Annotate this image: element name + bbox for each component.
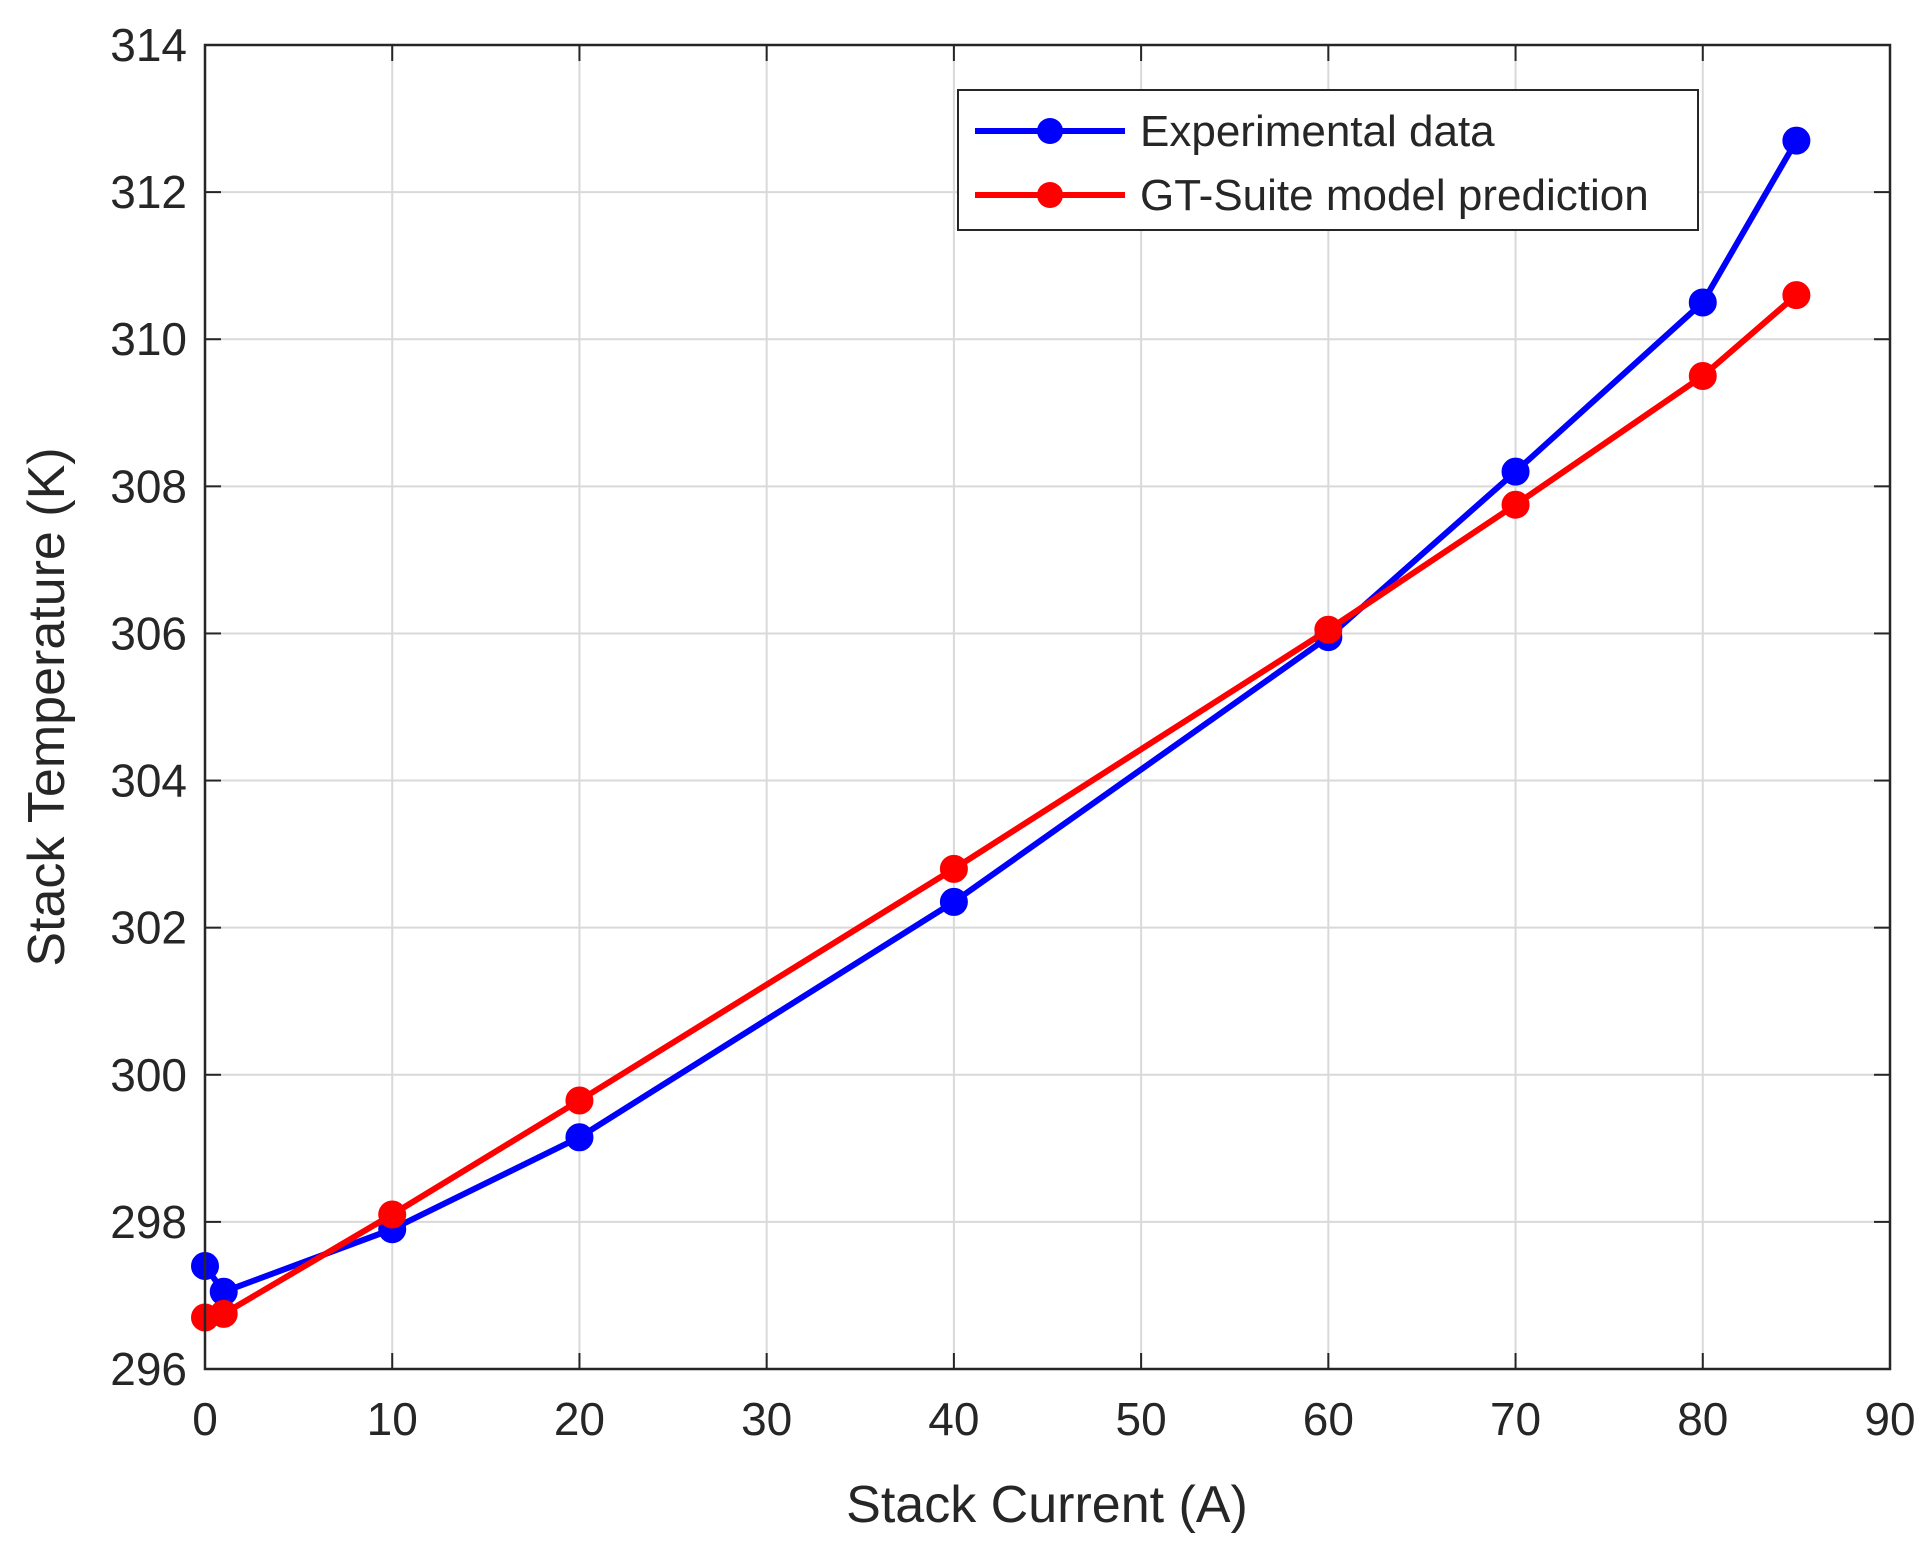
x-tick-label: 60: [1303, 1393, 1354, 1445]
x-tick-label: 20: [554, 1393, 605, 1445]
y-tick-label: 310: [110, 313, 187, 365]
y-tick-label: 306: [110, 607, 187, 659]
tick-marks: [204, 44, 1891, 1370]
y-tick-label: 304: [110, 755, 187, 807]
x-tick-label: 50: [1116, 1393, 1167, 1445]
x-tick-label: 90: [1864, 1393, 1915, 1445]
series-1-point: [1501, 490, 1530, 519]
legend-label-1: GT-Suite model prediction: [1140, 171, 1649, 220]
series-0-point: [565, 1123, 594, 1152]
legend-box: [957, 89, 1699, 231]
legend-label-0: Experimental data: [1140, 107, 1495, 156]
legend-marker-1: [1037, 182, 1063, 208]
series-1-point: [209, 1299, 238, 1328]
y-tick-label: 296: [110, 1343, 187, 1395]
series-1-point: [1782, 281, 1811, 310]
series-0-point: [1782, 126, 1811, 155]
y-tick-label: 308: [110, 460, 187, 512]
series-1-point: [1314, 615, 1343, 644]
grid-lines: [205, 45, 1890, 1369]
y-tick-label: 298: [110, 1196, 187, 1248]
x-tick-label: 70: [1490, 1393, 1541, 1445]
legend: Experimental data GT-Suite model predicti…: [957, 89, 1699, 231]
y-tick-label: 312: [110, 166, 187, 218]
series-1-point: [565, 1086, 594, 1115]
x-tick-label: 10: [367, 1393, 418, 1445]
y-axis-label: Stack Temperature (K): [18, 447, 76, 966]
x-axis-label: Stack Current (A): [846, 1476, 1248, 1534]
series-1-point: [939, 854, 968, 883]
x-tick-label: 80: [1677, 1393, 1728, 1445]
x-tick-labels: 0 10 20 30 40 50 60 70 80 90: [192, 1393, 1915, 1445]
plot-area: [205, 45, 1890, 1369]
series-1-point: [378, 1200, 407, 1229]
series-layer: [191, 126, 1811, 1332]
x-tick-label: 40: [928, 1393, 979, 1445]
y-tick-label: 314: [110, 19, 187, 71]
series-0-point: [1501, 457, 1530, 486]
series-1-point: [1688, 362, 1717, 390]
series-0-point: [1688, 288, 1717, 317]
x-tick-label: 0: [192, 1393, 218, 1445]
y-tick-label: 302: [110, 902, 187, 954]
y-tick-label: 300: [110, 1049, 187, 1101]
legend-marker-0: [1037, 118, 1063, 144]
axes-frame: [203, 43, 1892, 1371]
y-tick-labels: 296 298 300 302 304 306 308 310 312 314: [110, 19, 187, 1395]
x-tick-label: 30: [741, 1393, 792, 1445]
series-0-point: [939, 887, 968, 916]
